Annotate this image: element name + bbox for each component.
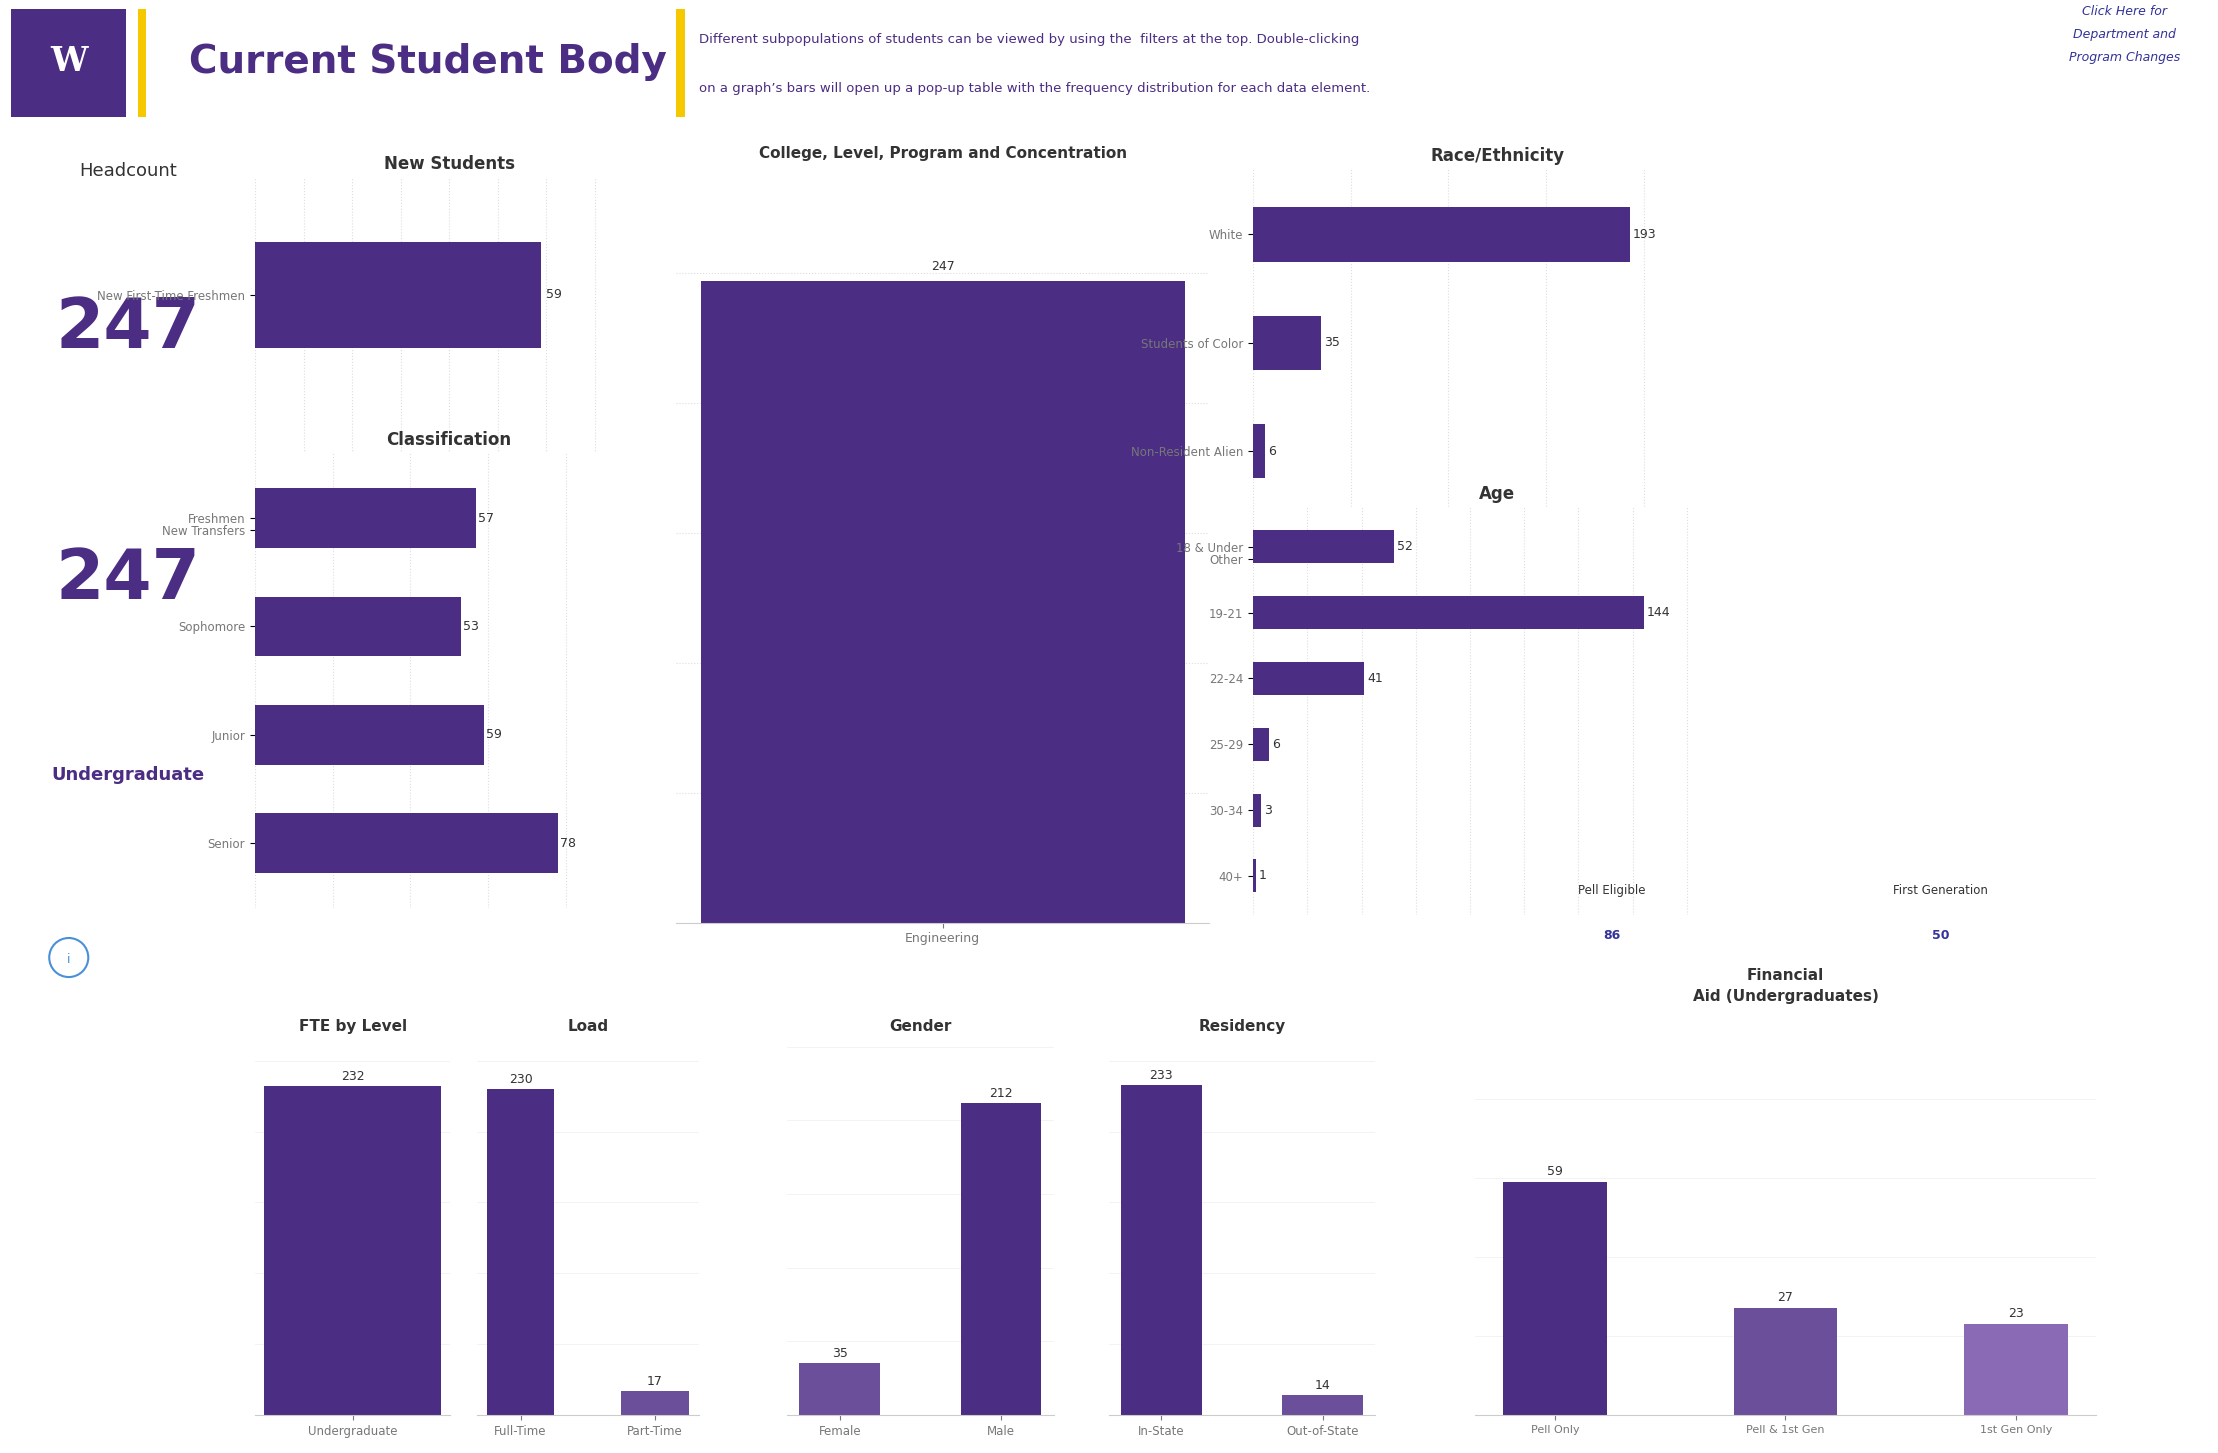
Text: First Generation: First Generation (1894, 883, 1987, 897)
Title: Residency: Residency (1198, 1019, 1286, 1035)
Text: 212: 212 (989, 1087, 1014, 1100)
Title: Load: Load (568, 1019, 608, 1035)
Text: 50: 50 (1932, 928, 1950, 942)
Text: 232: 232 (342, 1071, 364, 1084)
Text: 27: 27 (1777, 1292, 1794, 1305)
Text: 59: 59 (1548, 1165, 1564, 1178)
Bar (1253, 793, 1262, 827)
Text: 230: 230 (508, 1074, 532, 1087)
Text: 41: 41 (1366, 671, 1382, 684)
Bar (1253, 315, 1322, 371)
Bar (488, 1090, 554, 1415)
Text: 144: 144 (1646, 606, 1670, 619)
Title: Classification: Classification (386, 430, 512, 449)
Title: Financial
Aid (Undergraduates): Financial Aid (Undergraduates) (1692, 968, 1879, 1004)
Text: Headcount: Headcount (80, 161, 177, 180)
Bar (255, 597, 461, 657)
Text: 78: 78 (559, 837, 577, 850)
Title: FTE by Level: FTE by Level (299, 1019, 406, 1035)
Title: New Students: New Students (384, 155, 515, 173)
Title: Age: Age (1479, 485, 1515, 503)
Text: 53: 53 (464, 620, 479, 634)
Bar (1253, 728, 1269, 761)
Bar (255, 705, 484, 764)
Bar (255, 478, 304, 583)
Title: Gender: Gender (889, 1019, 952, 1035)
Text: Undergraduate: Undergraduate (51, 766, 204, 783)
FancyBboxPatch shape (138, 9, 146, 118)
Text: 17: 17 (648, 1375, 663, 1388)
FancyBboxPatch shape (676, 9, 685, 118)
Title: College, Level, Program and Concentration: College, Level, Program and Concentratio… (759, 147, 1127, 161)
Bar (1253, 532, 1278, 587)
Bar (960, 1103, 1042, 1415)
Bar (621, 1391, 688, 1415)
Text: 247: 247 (55, 546, 200, 613)
Text: 52: 52 (1397, 541, 1413, 554)
Bar (1253, 424, 1264, 478)
Text: Different subpopulations of students can be viewed by using the  filters at the : Different subpopulations of students can… (699, 33, 1360, 46)
Text: 1: 1 (1258, 869, 1266, 882)
Bar (255, 243, 541, 347)
Text: 233: 233 (1149, 1069, 1173, 1082)
Bar (701, 280, 1184, 923)
Bar (1253, 208, 1630, 262)
Text: 247: 247 (55, 295, 200, 362)
Text: Click Here for
Department and
Program Changes: Click Here for Department and Program Ch… (2069, 4, 2180, 64)
Bar (1504, 1181, 1606, 1415)
Text: 59: 59 (546, 289, 561, 301)
Text: 57: 57 (479, 511, 495, 525)
Text: 6: 6 (1273, 738, 1280, 751)
Bar (1253, 596, 1644, 629)
FancyBboxPatch shape (11, 9, 126, 118)
Bar (1282, 1395, 1364, 1415)
Bar (1965, 1324, 2067, 1415)
Bar (264, 1087, 441, 1415)
Text: Pell Eligible: Pell Eligible (1577, 883, 1646, 897)
Bar (1253, 663, 1364, 695)
Text: 35: 35 (1324, 336, 1340, 349)
Bar (255, 488, 477, 548)
Text: 10: 10 (308, 525, 324, 536)
Text: 35: 35 (832, 1347, 847, 1360)
Text: 86: 86 (1604, 928, 1619, 942)
Bar (1253, 530, 1395, 564)
Text: 13: 13 (1282, 554, 1298, 567)
Text: 6: 6 (1269, 445, 1275, 458)
Text: 247: 247 (932, 260, 954, 273)
Text: on a graph’s bars will open up a pop-up table with the frequency distribution fo: on a graph’s bars will open up a pop-up … (699, 83, 1371, 96)
Text: 59: 59 (486, 728, 501, 741)
Bar (255, 814, 557, 873)
Bar (798, 1363, 881, 1415)
Bar (1120, 1085, 1202, 1415)
Bar (1734, 1308, 1837, 1415)
Text: Current Student Body: Current Student Body (189, 42, 665, 81)
Title: Race/Ethnicity: Race/Ethnicity (1431, 147, 1564, 166)
Text: 193: 193 (1632, 228, 1657, 241)
Text: i: i (67, 953, 71, 966)
Text: 14: 14 (1315, 1379, 1331, 1392)
Bar (1253, 860, 1255, 892)
Text: 23: 23 (2007, 1306, 2023, 1319)
Text: 3: 3 (1264, 804, 1271, 817)
Text: W: W (51, 45, 87, 78)
